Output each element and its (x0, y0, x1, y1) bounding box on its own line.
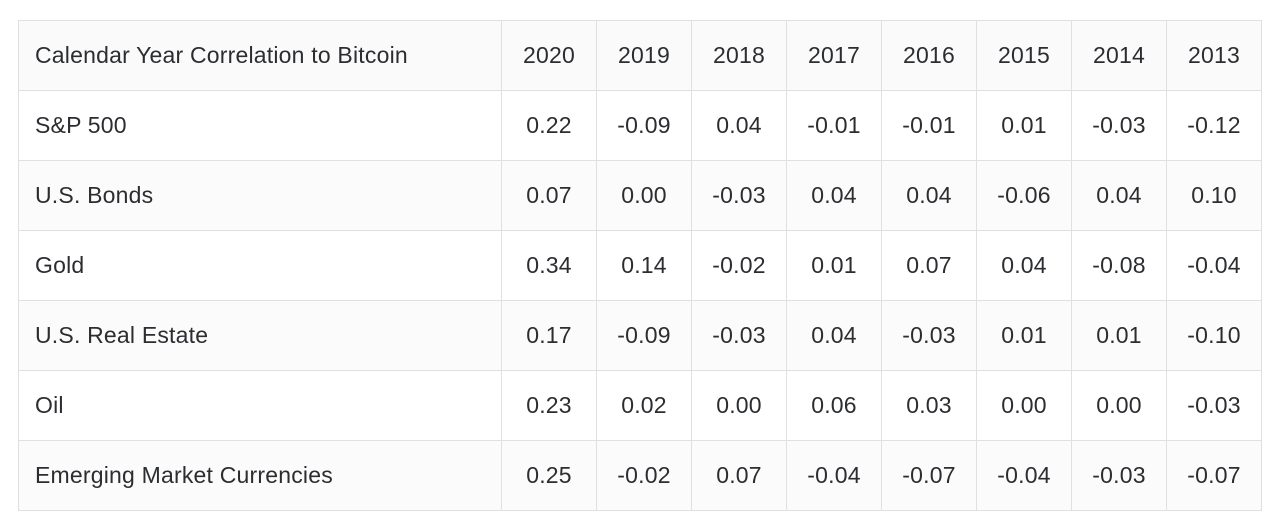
correlation-value-cell: 0.04 (786, 160, 882, 231)
header-row: Calendar Year Correlation to Bitcoin 202… (18, 20, 1262, 91)
correlation-value-cell: 0.14 (596, 230, 692, 301)
correlation-value-cell: 0.00 (596, 160, 692, 231)
correlation-value-cell: -0.07 (1166, 440, 1262, 511)
correlation-value-cell: 0.01 (786, 230, 882, 301)
correlation-value-cell: -0.07 (881, 440, 977, 511)
correlation-value-cell: 0.04 (786, 300, 882, 371)
table-row: S&P 500 0.22 -0.09 0.04 -0.01 -0.01 0.01 -0.03-… (18, 90, 1262, 161)
correlation-value-cell: -0.09 (596, 300, 692, 371)
table-row: Gold 0.34 0.14 -0.02 0.01 0.07 0.04 -0.08 -0.04 (18, 230, 1262, 301)
correlation-value-cell: -0.03 (1071, 440, 1167, 511)
correlation-value-cell: 0.01 (1071, 300, 1167, 371)
correlation-value-cell: -0.08 (1071, 230, 1167, 301)
row-label-cell: Emerging Market Currencies (18, 440, 502, 511)
correlation-value-cell: 0.34 (501, 230, 597, 301)
correlation-value-cell: 0.03 (881, 370, 977, 441)
correlation-value-cell: -0.03 (1071, 90, 1167, 161)
correlation-table: Calendar Year Correlation to Bitcoin 202… (18, 20, 1262, 511)
correlation-value-cell: -0.12 (1166, 90, 1262, 161)
correlation-value-cell: -0.02 (691, 230, 787, 301)
correlation-value-cell: 0.00 (976, 370, 1072, 441)
correlation-value-cell: 0.23 (501, 370, 597, 441)
correlation-value-cell: 0.02 (596, 370, 692, 441)
table-body: S&P 500 0.22 -0.09 0.04 -0.01 -0.01 0.01 -0.03-… (18, 90, 1262, 511)
correlation-value-cell: 0.06 (786, 370, 882, 441)
correlation-value-cell: -0.03 (691, 300, 787, 371)
correlation-value-cell: -0.06 (976, 160, 1072, 231)
correlation-value-cell: -0.02 (596, 440, 692, 511)
correlation-value-cell: -0.03 (881, 300, 977, 371)
correlation-value-cell: 0.00 (1071, 370, 1167, 441)
row-label-cell: Gold (18, 230, 502, 301)
correlation-value-cell: -0.10 (1166, 300, 1262, 371)
table-title-cell: Calendar Year Correlation to Bitcoin (18, 20, 502, 91)
correlation-value-cell: 0.01 (976, 300, 1072, 371)
correlation-value-cell: -0.01 (881, 90, 977, 161)
year-header-2017: 2017 (786, 20, 882, 91)
correlation-value-cell: -0.04 (1166, 230, 1262, 301)
correlation-value-cell: 0.25 (501, 440, 597, 511)
table-row: U.S. Bonds 0.07 0.00 -0.03 0.04 0.04 -0.06 0.04… (18, 160, 1262, 231)
year-header-2013: 2013 (1166, 20, 1262, 91)
row-label-cell: S&P 500 (18, 90, 502, 161)
table-row: U.S. Real Estate 0.17 -0.09 -0.03 0.04 -0.03 0… (18, 300, 1262, 371)
correlation-value-cell: -0.03 (1166, 370, 1262, 441)
correlation-value-cell: 0.04 (1071, 160, 1167, 231)
correlation-value-cell: 0.01 (976, 90, 1072, 161)
table-row: Oil 0.23 0.02 0.00 0.06 0.03 0.00 0.00 -0.03 (18, 370, 1262, 441)
correlation-value-cell: 0.04 (881, 160, 977, 231)
correlation-value-cell: 0.22 (501, 90, 597, 161)
year-header-2015: 2015 (976, 20, 1072, 91)
correlation-value-cell: 0.07 (881, 230, 977, 301)
correlation-value-cell: 0.17 (501, 300, 597, 371)
table-row: Emerging Market Currencies 0.25 -0.02 0.07-… (18, 440, 1262, 511)
correlation-value-cell: 0.07 (691, 440, 787, 511)
correlation-value-cell: -0.04 (786, 440, 882, 511)
correlation-value-cell: 0.07 (501, 160, 597, 231)
year-header-2014: 2014 (1071, 20, 1167, 91)
row-label-cell: U.S. Real Estate (18, 300, 502, 371)
correlation-value-cell: -0.01 (786, 90, 882, 161)
correlation-value-cell: -0.03 (691, 160, 787, 231)
row-label-cell: Oil (18, 370, 502, 441)
year-header-2020: 2020 (501, 20, 597, 91)
year-header-2019: 2019 (596, 20, 692, 91)
year-header-2018: 2018 (691, 20, 787, 91)
correlation-value-cell: 0.00 (691, 370, 787, 441)
correlation-value-cell: 0.04 (976, 230, 1072, 301)
row-label-cell: U.S. Bonds (18, 160, 502, 231)
correlation-value-cell: -0.09 (596, 90, 692, 161)
correlation-value-cell: 0.10 (1166, 160, 1262, 231)
correlation-value-cell: 0.04 (691, 90, 787, 161)
correlation-value-cell: -0.04 (976, 440, 1072, 511)
year-header-2016: 2016 (881, 20, 977, 91)
